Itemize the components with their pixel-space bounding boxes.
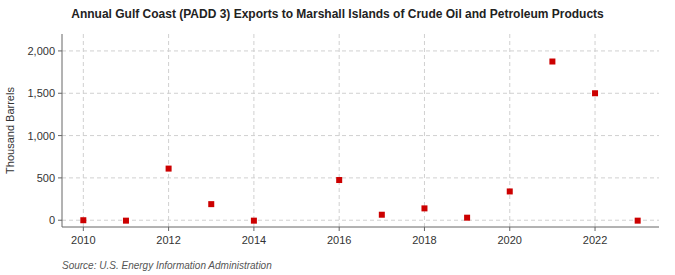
point	[549, 59, 555, 65]
x-tick	[595, 227, 596, 231]
x-tick-label: 2018	[412, 234, 436, 246]
y-tick-label: 1,000	[27, 130, 55, 142]
x-tick-label: 2012	[156, 234, 180, 246]
y-tick-label: 500	[37, 172, 55, 184]
y-grid-line	[62, 220, 659, 221]
x-tick-label: 2020	[498, 234, 522, 246]
y-tick	[58, 220, 62, 221]
grid	[62, 34, 659, 227]
y-grid-line	[62, 177, 659, 178]
y-grid-line	[62, 50, 659, 51]
axes: 0 500 1,000 1,500 2,000 2010 2012 2014 2016 2018 2…	[27, 34, 659, 246]
chart-container: Annual Gulf Coast (PADD 3) Exports to Ma…	[0, 0, 675, 275]
x-tick-label: 2010	[71, 234, 95, 246]
y-tick	[58, 135, 62, 136]
x-grid-line	[83, 34, 84, 227]
chart-svg: Annual Gulf Coast (PADD 3) Exports to Ma…	[0, 0, 675, 275]
point	[379, 212, 385, 218]
x-tick	[253, 227, 254, 231]
x-tick	[339, 227, 340, 231]
x-tick-label: 2022	[583, 234, 607, 246]
y-tick-label: 2,000	[27, 45, 55, 57]
x-tick	[83, 227, 84, 231]
y-tick-label: 0	[49, 214, 55, 226]
point	[80, 217, 86, 223]
x-grid-line	[253, 34, 254, 227]
point	[421, 205, 427, 211]
y-tick	[58, 93, 62, 94]
y-axis-label: Thousand Barrels	[4, 87, 16, 174]
x-tick	[509, 227, 510, 231]
y-tick	[58, 177, 62, 178]
point	[464, 215, 470, 221]
y-tick	[58, 50, 62, 51]
point	[123, 218, 129, 224]
title: Annual Gulf Coast (PADD 3) Exports to Ma…	[71, 7, 604, 21]
point	[592, 90, 598, 96]
point	[336, 177, 342, 183]
x-grid-line	[168, 34, 169, 227]
x-tick-label: 2016	[327, 234, 351, 246]
x-tick-label: 2014	[242, 234, 266, 246]
y-grid-line	[62, 135, 659, 136]
x-grid-line	[509, 34, 510, 227]
source: Source: U.S. Energy Information Administ…	[62, 260, 272, 271]
point	[635, 218, 641, 224]
x-grid-line	[595, 34, 596, 227]
x-tick	[424, 227, 425, 231]
y-tick-label: 1,500	[27, 87, 55, 99]
x-axis-line	[62, 227, 659, 228]
points	[80, 59, 640, 224]
y-grid-line	[62, 93, 659, 94]
x-tick	[168, 227, 169, 231]
point	[166, 166, 172, 172]
point	[507, 188, 513, 194]
x-grid-line	[424, 34, 425, 227]
point	[208, 201, 214, 207]
x-grid-line	[339, 34, 340, 227]
y-axis-line	[62, 34, 63, 227]
point	[251, 218, 257, 224]
